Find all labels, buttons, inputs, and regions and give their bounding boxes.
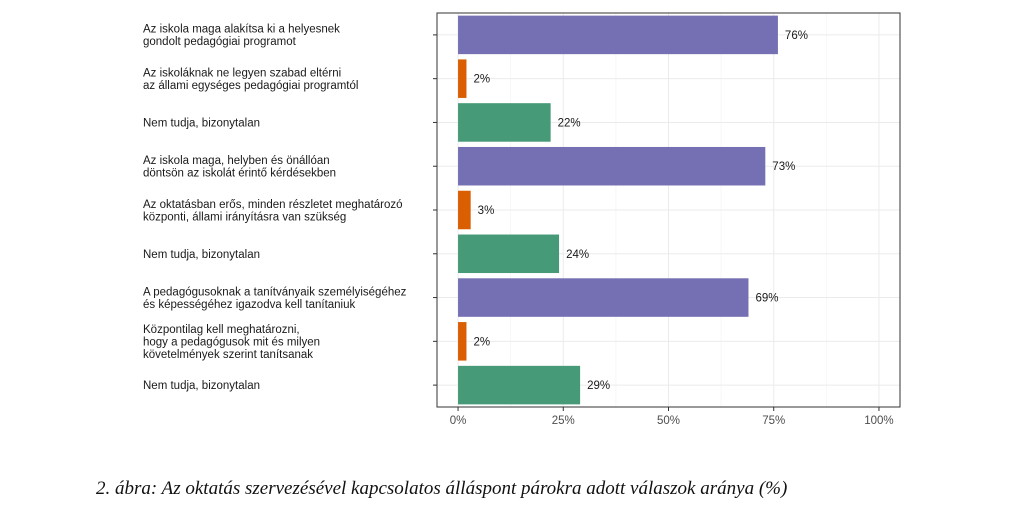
category-label: Az iskola maga alakítsa ki a helyesnek go… — [143, 24, 340, 49]
category-label-line: Központilag kell meghatározni, — [143, 324, 300, 336]
bar — [458, 190, 471, 230]
category-label-line: Az iskoláknak ne legyen szabad eltérni — [143, 67, 341, 79]
category-label-line: hogy a pedagógusok mit és milyen — [143, 336, 320, 348]
bar — [458, 278, 749, 317]
category-label-line: gondolt pedagógiai programot — [143, 36, 297, 48]
data-label: 2% — [473, 336, 490, 348]
bar — [458, 59, 467, 98]
bar — [458, 322, 467, 361]
category-label-line: Nem tudja, bizonytalan — [143, 117, 260, 129]
category-label: Az iskola maga, helyben és önállóan dönts… — [143, 155, 336, 180]
bar — [458, 146, 766, 186]
data-label: 24% — [566, 249, 589, 261]
category-label-line: Az iskola maga alakítsa ki a helyesnek — [143, 24, 340, 36]
category-label-line: Nem tudja, bizonytalan — [143, 249, 260, 261]
category-label-line: központi, állami irányításra van szükség — [143, 211, 346, 223]
data-label: 22% — [558, 117, 581, 129]
x-tick-label: 25% — [552, 415, 575, 427]
category-label: A pedagógusoknak a tanítványaik személyi… — [143, 286, 407, 311]
x-tick-label: 0% — [450, 415, 467, 427]
category-label-line: döntsön az iskolát érintő kérdésekben — [143, 167, 336, 179]
data-label: 69% — [755, 293, 778, 305]
bar — [458, 103, 551, 142]
category-label-line: követelmények szerint tanítsanak — [143, 349, 313, 361]
category-label-line: Az oktatásban erős, minden részletet meg… — [143, 199, 403, 211]
bar — [458, 234, 560, 274]
category-label: Nem tudja, bizonytalan — [143, 249, 260, 261]
category-label: Az iskoláknak ne legyen szabad eltérni az… — [143, 67, 358, 92]
figure-caption: 2. ábra: Az oktatás szervezésével kapcso… — [96, 478, 788, 499]
category-label-line: Az iskola maga, helyben és önállóan — [143, 155, 330, 167]
plot-border — [436, 12, 901, 408]
bar-chart: 76% Az iskola maga alakítsa ki a helyesne… — [143, 12, 901, 427]
data-label: 2% — [473, 74, 490, 86]
x-tick-label: 75% — [762, 415, 785, 427]
chart-area: 76% Az iskola maga alakítsa ki a helyesne… — [143, 12, 901, 427]
category-label-line: az állami egységes pedagógiai programtól — [143, 80, 358, 92]
category-label: Az oktatásban erős, minden részletet meg… — [143, 199, 403, 224]
category-label-line: Nem tudja, bizonytalan — [143, 380, 260, 392]
bar — [458, 365, 581, 405]
category-label: Nem tudja, bizonytalan — [143, 380, 260, 392]
x-tick-label: 100% — [864, 415, 893, 427]
data-label: 73% — [772, 161, 795, 173]
category-label: Nem tudja, bizonytalan — [143, 117, 260, 129]
category-label: Központilag kell meghatározni, hogy a ped… — [143, 324, 320, 361]
x-tick-label: 50% — [657, 415, 680, 427]
data-label: 76% — [785, 30, 808, 42]
category-label-line: A pedagógusoknak a tanítványaik személyi… — [143, 286, 407, 298]
bar — [458, 15, 778, 55]
category-label-line: és képességéhez igazodva kell tanítaniuk — [143, 299, 356, 311]
data-label: 29% — [587, 380, 610, 392]
data-label: 3% — [478, 205, 495, 217]
